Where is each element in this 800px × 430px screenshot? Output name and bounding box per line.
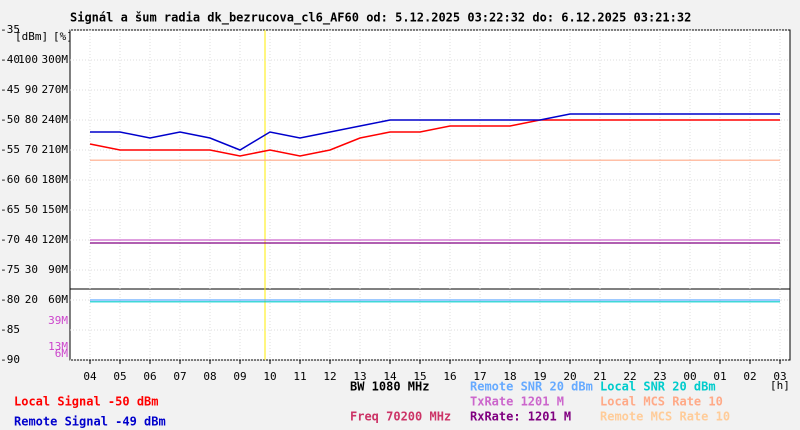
x-tick-label: 14 (383, 370, 397, 383)
y-tick-label: -85 (0, 323, 20, 336)
legend-entry: Local Signal -50 dBm (14, 395, 159, 409)
x-tick-label: 18 (503, 370, 516, 383)
x-tick-label: 05 (113, 370, 126, 383)
y-unit: [dBm] (15, 30, 48, 43)
y-tick-label: -40 (0, 53, 20, 66)
y3-tick-label: 39M (48, 314, 68, 327)
y3-tick-label: 240M (42, 113, 69, 126)
x-tick-label: 20 (563, 370, 576, 383)
legend-entry: TxRate 1201 M (470, 395, 564, 409)
x-tick-label: 00 (683, 370, 696, 383)
y2-tick-label: 80 (25, 113, 38, 126)
x-tick-label: 01 (713, 370, 726, 383)
chart-title: Signál a šum radia dk_bezrucova_cl6_AF60… (70, 11, 691, 26)
legend-entry: Local MCS Rate 10 (600, 395, 723, 409)
x-tick-label: 08 (203, 370, 216, 383)
y2-tick-label: 50 (25, 203, 38, 216)
legend-entry: BW 1080 MHz (350, 380, 429, 394)
y3-tick-label: 270M (42, 83, 69, 96)
y2-tick-label: 100 (18, 53, 38, 66)
y2-tick-label: 60 (25, 173, 38, 186)
y3-tick-label: 150M (42, 203, 69, 216)
plot-area (69, 29, 791, 361)
series-line (90, 113, 780, 151)
y-tick-label: -55 (0, 143, 20, 156)
x-tick-label: 16 (443, 370, 456, 383)
y-tick-label: -45 (0, 83, 20, 96)
y-tick-label: -50 (0, 113, 20, 126)
x-tick-label: 13 (353, 370, 366, 383)
x-tick-label: 21 (593, 370, 606, 383)
legend-entry: Freq 70200 MHz (350, 410, 451, 424)
y2-tick-label: 30 (25, 263, 38, 276)
x-tick-label: 19 (533, 370, 546, 383)
legend-entry: Local SNR 20 dBm (600, 380, 716, 394)
y-tick-label: -65 (0, 203, 20, 216)
x-tick-label: 02 (743, 370, 756, 383)
y2-unit: [%] (53, 30, 73, 43)
legend-entry: Remote Signal -49 dBm (14, 415, 166, 429)
y-tick-label: -75 (0, 263, 20, 276)
y2-tick-label: 40 (25, 233, 38, 246)
y3-tick-label: 90M (48, 263, 68, 276)
y2-tick-label: 70 (25, 143, 38, 156)
y-tick-label: -80 (0, 293, 20, 306)
x-tick-label: 12 (323, 370, 336, 383)
y-tick-label: -35 (0, 23, 20, 36)
legend-entry: Remote SNR 20 dBm (470, 380, 593, 394)
y3-tick-label: 120M (42, 233, 69, 246)
y3-tick-label: 210M (42, 143, 69, 156)
x-tick-label: 07 (173, 370, 186, 383)
x-unit: [h] (770, 379, 790, 392)
x-tick-label: 03 (773, 370, 786, 383)
y-tick-label: -90 (0, 353, 20, 366)
x-tick-label: 15 (413, 370, 426, 383)
y-tick-label: -70 (0, 233, 20, 246)
x-tick-label: 11 (293, 370, 306, 383)
series-line (89, 119, 780, 157)
x-tick-label: 09 (233, 370, 246, 383)
x-tick-label: 10 (263, 370, 276, 383)
x-tick-label: 17 (473, 370, 486, 383)
y3-tick-label: 6M (55, 347, 69, 360)
x-tick-label: 22 (623, 370, 636, 383)
y2-tick-label: 20 (25, 293, 38, 306)
y-tick-label: -60 (0, 173, 20, 186)
y3-tick-label: 60M (48, 293, 68, 306)
y2-tick-label: 90 (25, 83, 38, 96)
legend-entry: Remote MCS Rate 10 (600, 410, 730, 424)
y3-tick-label: 180M (42, 173, 69, 186)
legend-entry: RxRate: 1201 M (470, 410, 571, 424)
x-tick-label: 06 (143, 370, 156, 383)
x-tick-label: 04 (83, 370, 97, 383)
y3-tick-label: 300M (42, 53, 69, 66)
y3-tick-label: 13M (48, 340, 68, 353)
x-tick-label: 23 (653, 370, 666, 383)
